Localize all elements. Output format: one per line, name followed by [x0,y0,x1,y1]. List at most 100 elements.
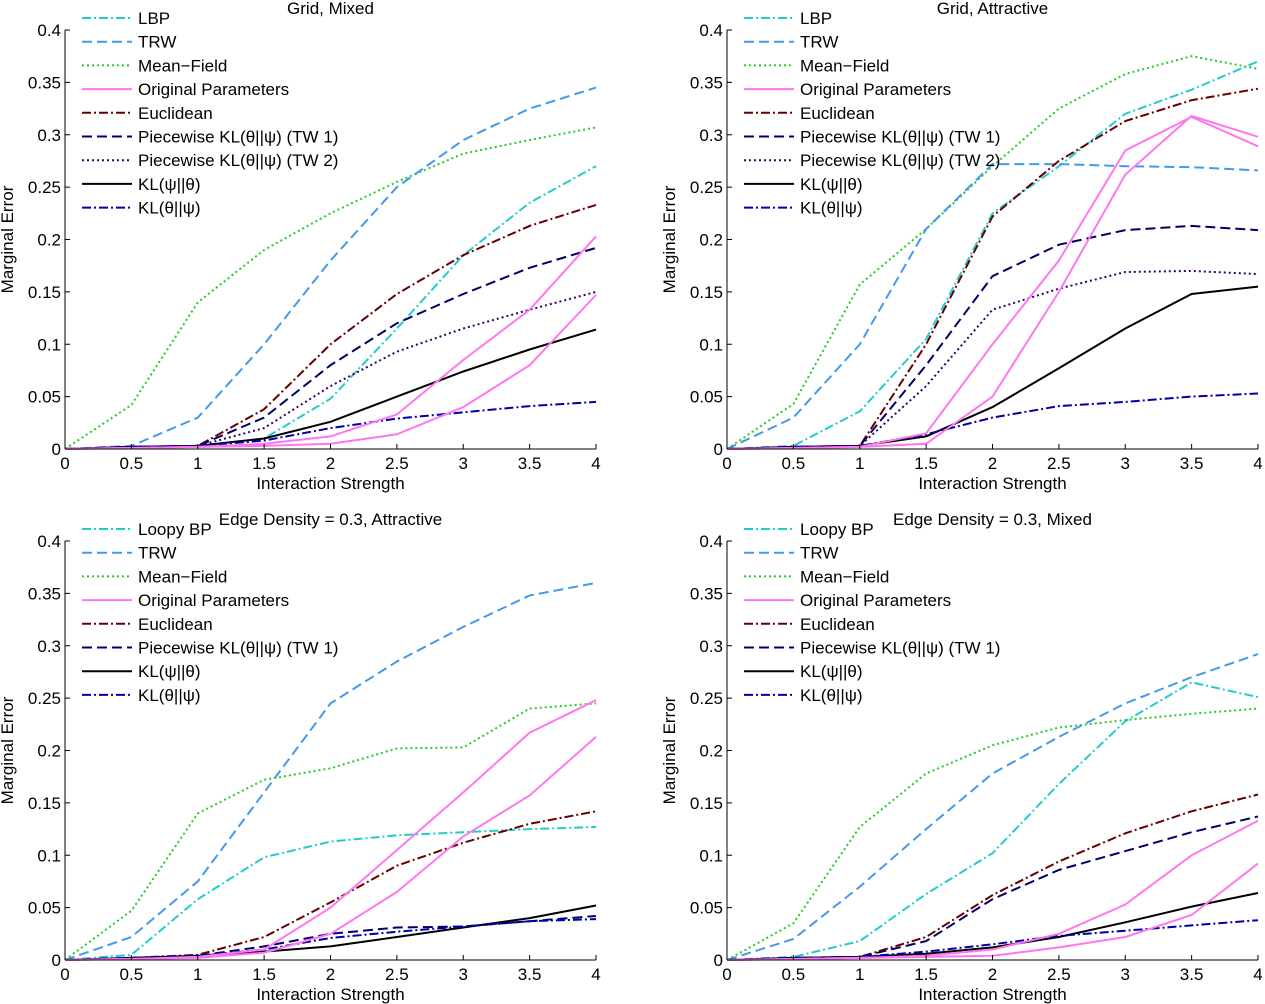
series-line [64,581,597,961]
x-tick-label: 3 [459,454,468,473]
series-line [64,702,597,961]
subplot-3: 0 0.5 1 1.5 2 2.5 3 3.5 4 0 0.05 0.1 0.15 0.2 0.25 0.3 0… [0,510,601,1004]
x-tick-label: 2.5 [385,965,409,984]
legend-label: Loopy BP [800,520,874,539]
series-line [64,400,597,450]
legend-label: KL(θ||ψ) [138,686,201,705]
y-tick-label: 0.4 [699,21,723,40]
legend-label: Piecewise KL(θ||ψ) (TW 2) [138,151,338,170]
series-line [726,919,1259,961]
y-axis-label: Marginal Error [0,696,17,804]
x-tick-label: 3.5 [1180,965,1204,984]
series-line [726,819,1259,961]
x-tick-label: 0.5 [120,965,144,984]
y-tick-label: 0.25 [28,689,61,708]
y-tick-label: 0.35 [28,73,61,92]
x-tick-label: 3.5 [1180,454,1204,473]
legend-label: Mean−Field [138,56,227,75]
x-axis-label: Interaction Strength [256,985,404,1004]
y-tick-label: 0.15 [690,283,723,302]
subplot-4: 0 0.5 1 1.5 2 2.5 3 3.5 4 0 0.05 0.1 0.15 0.2 0.25 0.3 0… [660,510,1263,1004]
legend-label: TRW [138,544,176,563]
legend-label: Piecewise KL(θ||ψ) (TW 1) [138,639,338,658]
x-tick-label: 2.5 [1047,965,1071,984]
legend: Loopy BP TRW Mean−Field Original Parameters… [744,520,1000,705]
x-tick-label: 4 [1253,965,1262,984]
y-tick-label: 0.25 [690,689,723,708]
series-line [726,224,1259,450]
x-tick-label: 1.5 [914,965,938,984]
x-tick-label: 2 [988,454,997,473]
y-tick-label: 0.3 [37,637,61,656]
subplot-1: 0 0.5 1 1.5 2 2.5 3 3.5 4 0 0.05 0.1 0.15 0.2 0.25 0.3 0… [0,0,601,493]
legend-label: KL(ψ||θ) [800,662,863,681]
y-tick-label: 0 [714,440,723,459]
y-tick-label: 0.3 [699,637,723,656]
x-tick-label: 0 [722,965,731,984]
legend-label: KL(θ||ψ) [800,686,863,705]
y-tick-label: 0.4 [37,21,61,40]
series-line [726,815,1259,961]
series-line [726,653,1259,961]
chart-title: Edge Density = 0.3, Mixed [893,510,1092,529]
series-line [64,246,597,450]
y-tick-label: 0.05 [690,899,723,918]
chart-title: Grid, Mixed [287,0,374,18]
y-axis-label: Marginal Error [0,185,17,293]
legend-label: Piecewise KL(θ||ψ) (TW 2) [800,151,1000,170]
y-tick-label: 0.3 [699,126,723,145]
legend-label: Piecewise KL(θ||ψ) (TW 1) [800,639,1000,658]
x-tick-label: 1.5 [914,454,938,473]
chart-title: Grid, Attractive [937,0,1048,18]
y-tick-label: 0.05 [28,899,61,918]
legend-label: TRW [800,544,838,563]
y-tick-label: 0.2 [699,742,723,761]
legend-label: KL(θ||ψ) [800,199,863,218]
series-line [64,699,597,961]
series-line [64,290,597,450]
x-tick-label: 4 [591,965,600,984]
y-tick-label: 0.4 [699,532,723,551]
y-axis-label: Marginal Error [660,696,679,804]
x-tick-label: 3.5 [518,965,542,984]
legend-label: Mean−Field [800,56,889,75]
x-tick-label: 2 [326,965,335,984]
series-line [726,60,1259,450]
legend-label: TRW [138,33,176,52]
x-tick-label: 3 [459,965,468,984]
legend: Loopy BP TRW Mean−Field Original Parameters… [82,520,338,705]
y-tick-label: 0.25 [28,178,61,197]
legend-label: Original Parameters [800,591,951,610]
y-tick-label: 0.4 [37,532,61,551]
legend-label: LBP [800,9,832,28]
x-tick-label: 0 [60,454,69,473]
series-line [64,810,597,961]
y-tick-label: 0.05 [28,388,61,407]
legend-label: LBP [138,9,170,28]
x-tick-label: 3.5 [518,454,542,473]
legend: LBP TRW Mean−Field Original Parameters Eucli… [744,9,1000,218]
y-tick-label: 0.15 [28,794,61,813]
series-line [64,203,597,450]
y-tick-label: 0 [52,440,61,459]
x-tick-label: 1 [855,965,864,984]
y-tick-label: 0.15 [690,794,723,813]
x-axis-label: Interaction Strength [918,474,1066,493]
y-tick-label: 0.1 [37,846,61,865]
series-line [64,915,597,961]
legend-label: Euclidean [800,104,875,123]
legend-label: KL(ψ||θ) [800,175,863,194]
y-tick-label: 0.35 [690,584,723,603]
series-line [726,862,1259,961]
legend-label: Original Parameters [138,591,289,610]
y-tick-label: 0.35 [28,584,61,603]
x-tick-label: 2 [326,454,335,473]
y-tick-label: 0.2 [37,742,61,761]
x-tick-label: 0 [722,454,731,473]
y-tick-label: 0.2 [699,231,723,250]
y-tick-label: 0 [52,951,61,970]
legend-label: KL(ψ||θ) [138,662,201,681]
x-tick-label: 1.5 [252,965,276,984]
series-line [726,707,1259,961]
